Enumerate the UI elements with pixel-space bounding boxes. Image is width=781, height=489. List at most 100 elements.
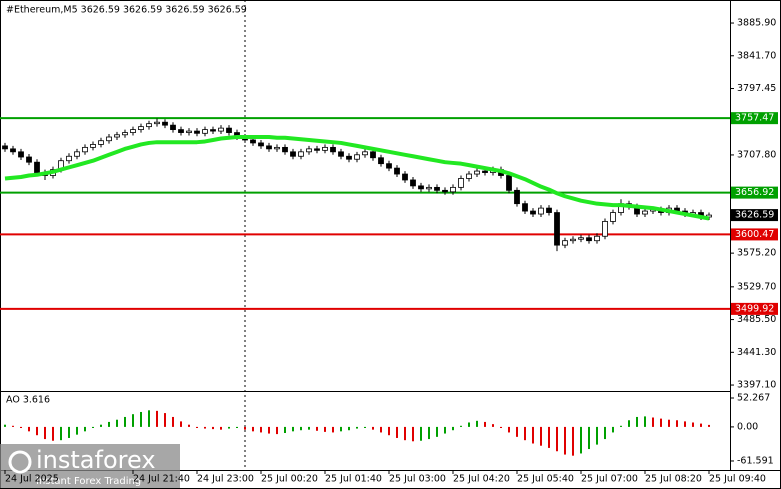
candle-body (138, 126, 144, 131)
candle-body (570, 238, 576, 242)
candle-body (506, 175, 512, 191)
candle-body (346, 155, 352, 160)
candle-body (482, 170, 488, 173)
candle-body (586, 237, 592, 242)
watermark: instaforex Instant Forex Trading (0, 444, 180, 488)
candle-body (434, 186, 440, 191)
y-tick-label: 3441.30 (737, 347, 776, 358)
candle-body (74, 151, 80, 157)
x-tick-label: 24 Jul 23:00 (197, 474, 254, 485)
candle-body (282, 146, 288, 153)
y-tick-label: 3397.10 (737, 380, 776, 391)
candle-body (210, 129, 216, 132)
candle-body (66, 155, 72, 162)
candle-body (354, 154, 360, 160)
candle-body (402, 173, 408, 181)
moving-average (4, 135, 710, 221)
candle-body (2, 145, 8, 150)
x-tick-label: 25 Jul 03:00 (389, 474, 446, 485)
candle-body (298, 151, 304, 157)
candle-body (98, 140, 104, 145)
candle-body (154, 121, 160, 125)
level-label: 3600.47 (735, 229, 774, 240)
level-box (731, 112, 778, 125)
candle-body (546, 207, 552, 213)
candle-body (450, 186, 456, 193)
ao-tick-label: -61.591 (737, 455, 774, 466)
candle-body (642, 210, 648, 215)
level-label: 3656.92 (735, 187, 774, 198)
y-tick-label: 3885.90 (737, 18, 776, 29)
candle-body (466, 173, 472, 179)
candle-body (314, 148, 320, 151)
level-label: 3499.92 (735, 303, 774, 314)
candle-body (530, 210, 536, 215)
candle-body (410, 179, 416, 187)
current-price-label: 3626.59 (735, 210, 774, 221)
candle-body (274, 146, 280, 150)
candle-body (602, 221, 608, 237)
candle-body (594, 235, 600, 242)
y-tick-label: 3529.70 (737, 281, 776, 292)
candle-body (194, 130, 200, 134)
candle-body (474, 170, 480, 175)
y-tick-label: 3841.70 (737, 50, 776, 61)
ao-tick-label: 52.267 (737, 392, 770, 403)
candle-body (578, 237, 584, 240)
level-box (731, 186, 778, 199)
watermark-icon (8, 450, 32, 474)
candle-body (146, 123, 152, 128)
candle-body (306, 148, 312, 153)
candle-body (418, 185, 424, 190)
x-tick-label: 25 Jul 07:00 (581, 474, 638, 485)
candle-body (178, 129, 184, 133)
candle-body (26, 156, 32, 163)
candle-body (162, 121, 168, 126)
candle-body (458, 178, 464, 188)
candle-body (386, 163, 392, 169)
candle-body (226, 127, 232, 133)
x-tick-label: 25 Jul 09:40 (709, 474, 766, 485)
candle-body (394, 167, 400, 175)
y-tick-label: 3797.45 (737, 83, 776, 94)
level-box (731, 228, 778, 241)
x-tick-label: 25 Jul 08:20 (645, 474, 702, 485)
x-tick-label: 25 Jul 04:20 (453, 474, 510, 485)
candle-body (82, 146, 88, 153)
y-tick-label: 3485.50 (737, 314, 776, 325)
candle-body (130, 129, 136, 133)
y-tick-label: 3575.20 (737, 248, 776, 259)
candle-body (10, 148, 16, 153)
candle-body (250, 139, 256, 144)
candle-body (170, 124, 176, 131)
candle-body (514, 189, 520, 205)
x-tick-label: 25 Jul 05:40 (517, 474, 574, 485)
candle-body (330, 146, 336, 153)
x-tick-label: 24 Jul 2025 (5, 474, 59, 485)
plot (0, 117, 730, 456)
candle-body (322, 146, 328, 151)
candle-body (106, 136, 112, 142)
watermark-brand: instaforex (36, 446, 156, 474)
candle-body (218, 127, 224, 132)
current-price-box (731, 209, 778, 222)
candle-body (338, 151, 344, 157)
candle-body (18, 151, 24, 158)
x-tick-label: 25 Jul 01:40 (325, 474, 382, 485)
candle-body (114, 134, 120, 138)
candle-body (258, 142, 264, 147)
candle-body (362, 151, 368, 156)
candle-body (122, 132, 128, 136)
x-tick-label: 24 Jul 21:40 (133, 474, 190, 485)
candle-body (34, 161, 40, 173)
candle-body (370, 151, 376, 159)
candle-body (426, 186, 432, 190)
watermark-slogan: Instant Forex Trading (36, 476, 141, 487)
candle-body (378, 157, 384, 165)
candle-body (202, 129, 208, 134)
ao-label: AO 3.616 (6, 395, 50, 406)
x-tick-label: 25 Jul 00:20 (261, 474, 318, 485)
candle-body (90, 144, 96, 148)
